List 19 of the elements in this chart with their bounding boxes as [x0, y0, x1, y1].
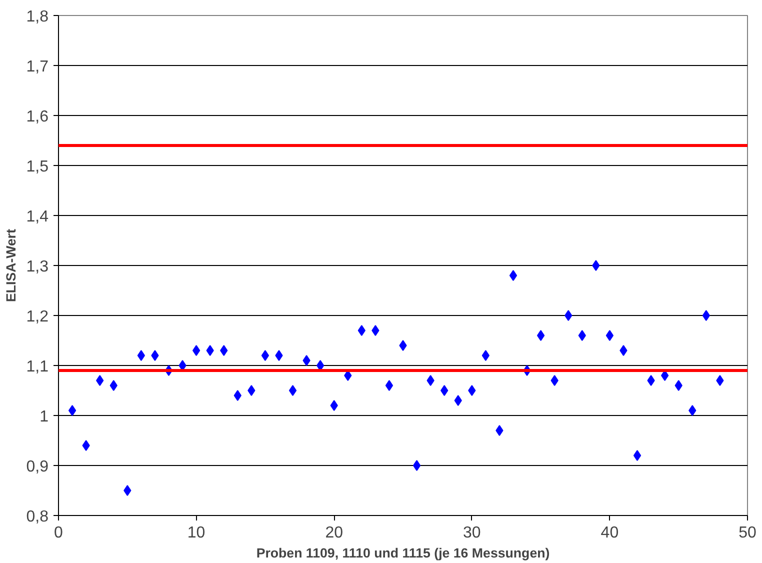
- x-tick-label: 40: [600, 524, 619, 542]
- y-tick-label: 1,2: [26, 308, 49, 326]
- y-tick-label: 1,4: [26, 208, 49, 226]
- y-tick-label: 1,8: [26, 8, 49, 26]
- y-tick-label: 1: [40, 408, 49, 426]
- x-tick-label: 50: [738, 524, 756, 542]
- y-tick-label: 0,9: [26, 458, 49, 476]
- y-tick-label: 1,6: [26, 108, 49, 126]
- y-axis-title: ELISA-Wert: [3, 228, 18, 302]
- x-tick-label: 10: [187, 524, 206, 542]
- y-tick-label: 1,1: [26, 358, 49, 376]
- x-tick-label: 0: [54, 524, 64, 542]
- y-tick-label: 1,7: [26, 58, 49, 76]
- y-tick-label: 0,8: [26, 508, 49, 526]
- x-tick-label: 30: [463, 524, 481, 542]
- y-tick-label: 1,3: [26, 258, 49, 276]
- y-tick-label: 1,5: [26, 158, 49, 176]
- x-tick-label: 20: [325, 524, 344, 542]
- x-axis-title: Proben 1109, 1110 und 1115 (je 16 Messungen): [256, 546, 550, 560]
